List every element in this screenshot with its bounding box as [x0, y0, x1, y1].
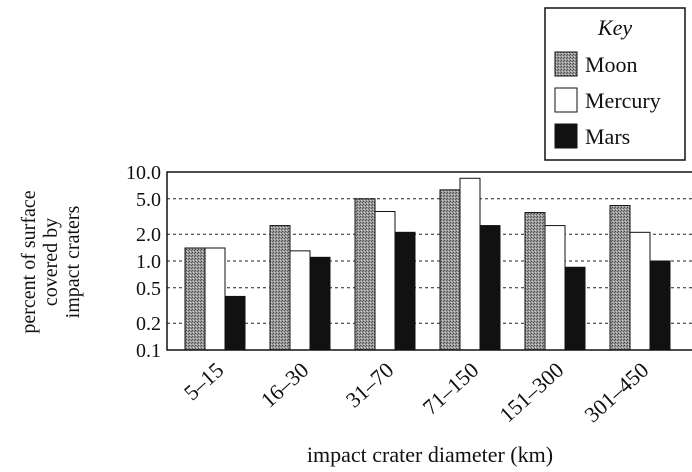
bar-moon — [184, 247, 206, 351]
y-axis-title-line-1: percent of surface — [18, 190, 40, 333]
legend: Key Moon Mercury Mars — [544, 7, 686, 161]
x-tick-label: 71–150 — [418, 357, 484, 420]
bar-mercury — [374, 210, 396, 351]
x-axis-title: impact crater diameter (km) — [307, 442, 553, 467]
bar-mars — [649, 260, 671, 351]
x-tick-label: 31–70 — [341, 357, 399, 412]
plot-frame — [166, 171, 692, 351]
legend-swatch-mars — [554, 123, 578, 149]
bar-mercury — [544, 225, 566, 351]
y-tick-label: 5.0 — [136, 189, 161, 211]
bar-mars — [224, 295, 246, 351]
bar-mars — [479, 225, 501, 351]
y-axis: 0.1 0.2 0.5 1.0 2.0 5.0 10.0 — [126, 162, 161, 362]
y-tick-label: 0.1 — [136, 340, 161, 362]
bar-mars — [394, 231, 416, 351]
bar-mercury — [289, 250, 311, 351]
bar-mars — [309, 256, 331, 351]
y-axis-title-line-3: impact craters — [62, 205, 84, 318]
y-tick-label: 0.2 — [136, 313, 161, 335]
x-tick-label: 151–300 — [494, 357, 568, 427]
legend-title: Key — [597, 15, 632, 40]
y-tick-label: 2.0 — [136, 224, 161, 246]
legend-label-moon: Moon — [585, 52, 638, 77]
bars — [184, 177, 671, 351]
bar-moon — [439, 189, 461, 351]
x-tick-label: 16–30 — [256, 357, 314, 412]
y-tick-label: 1.0 — [136, 251, 161, 273]
y-tick-label: 0.5 — [136, 278, 161, 300]
y-tick-label: 10.0 — [126, 162, 161, 184]
legend-swatch-moon — [554, 51, 578, 77]
bar-mercury — [629, 231, 651, 351]
bar-moon — [354, 198, 376, 351]
x-axis: 5–15 16–30 31–70 71–150 151–300 301–450 — [179, 357, 653, 427]
y-axis-title-line-2: covered by — [40, 218, 62, 306]
bar-moon — [269, 225, 291, 351]
bar-mercury — [204, 247, 226, 351]
legend-label-mars: Mars — [585, 124, 630, 149]
bar-mars — [564, 266, 586, 351]
x-tick-label: 301–450 — [579, 357, 653, 427]
y-axis-title: percent of surface covered by impact cra… — [18, 190, 84, 333]
bar-moon — [609, 205, 631, 351]
legend-swatch-mercury — [554, 87, 578, 113]
bar-moon — [524, 212, 546, 351]
x-tick-label: 5–15 — [179, 357, 228, 405]
bar-mercury — [459, 177, 481, 351]
legend-label-mercury: Mercury — [585, 88, 661, 113]
